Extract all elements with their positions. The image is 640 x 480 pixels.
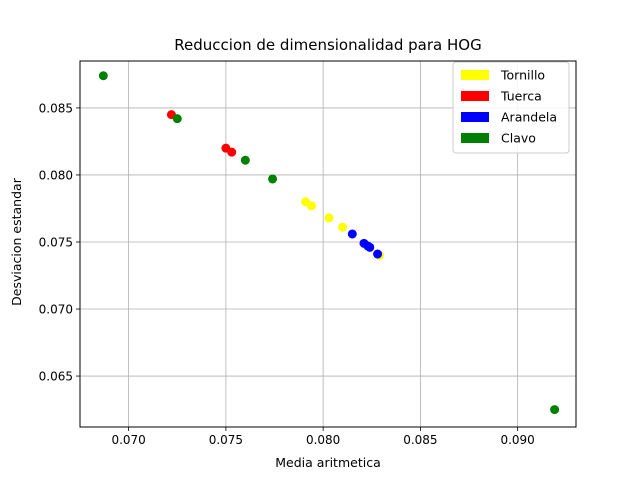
legend-label: Tornillo [500,68,545,83]
point-clavo [172,114,182,124]
point-clavo [240,155,250,165]
point-tornillo [324,213,334,223]
x-tick-label: 0.090 [500,433,534,447]
data-points [98,71,560,415]
point-arandela [373,249,383,259]
x-tick-label: 0.080 [306,433,340,447]
axis-ticks: 0.070 0.075 0.080 0.085 0.090 0.065 0.070 0.075… [39,101,535,447]
legend-box [452,61,570,154]
point-arandela [365,242,375,252]
legend-swatch [461,112,489,122]
y-tick-label: 0.065 [39,370,73,384]
legend-label: Tuerca [500,89,542,104]
y-tick-label: 0.080 [39,168,73,182]
point-arandela [347,229,357,239]
point-tornillo [306,201,316,211]
point-tornillo [338,222,348,232]
y-tick-label: 0.070 [39,303,73,317]
point-clavo [550,405,560,415]
x-tick-label: 0.075 [209,433,243,447]
x-tick-label: 0.070 [111,433,145,447]
point-clavo [268,174,278,184]
legend-swatch [461,91,489,101]
legend-swatch [461,133,489,143]
point-clavo [98,71,108,81]
legend-swatch [461,70,489,80]
plot-frame [79,60,577,428]
y-tick-label: 0.075 [39,235,73,249]
y-tick-label: 0.085 [39,101,73,115]
point-tuerca [227,147,237,157]
chart-title: Reduccion de dimensionalidad para HOG [174,36,481,54]
x-tick-label: 0.085 [403,433,437,447]
legend-label: Clavo [501,131,536,146]
x-axis-label: Media aritmetica [275,455,380,470]
legend-label: Arandela [501,110,557,125]
legend: Tornillo Tuerca Arandela Clavo [452,61,570,154]
y-axis-label: Desviacion estandar [9,177,24,306]
